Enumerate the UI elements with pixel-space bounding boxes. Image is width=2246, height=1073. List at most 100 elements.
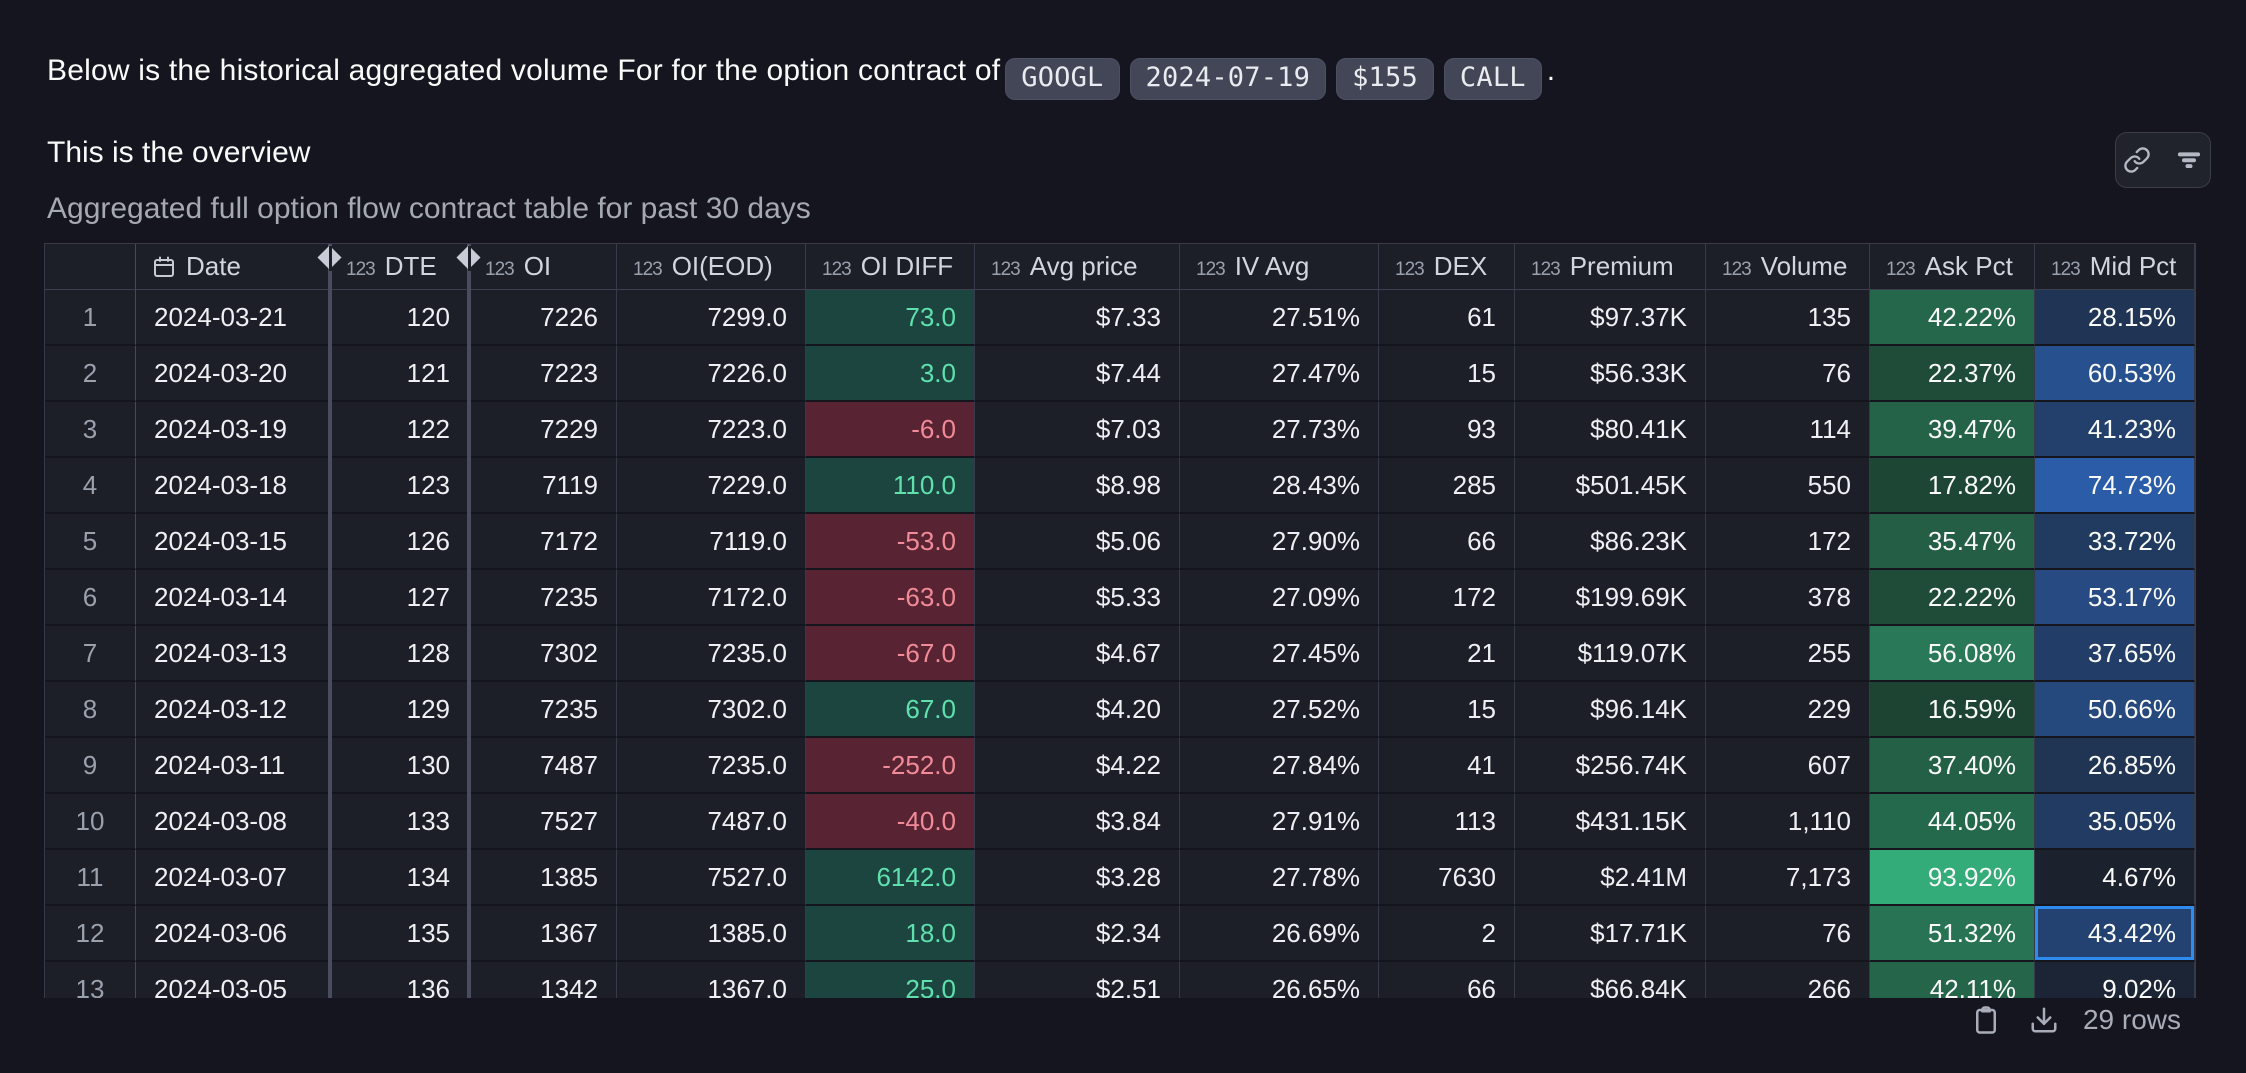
column-header-oi[interactable]: 123 OI bbox=[469, 244, 617, 290]
cell-dex[interactable]: 172 bbox=[1379, 570, 1515, 626]
row-number-cell[interactable]: 1 bbox=[45, 290, 136, 346]
cell-ask_pct[interactable]: 39.47% bbox=[1870, 402, 2035, 458]
cell-date[interactable]: 2024-03-08 bbox=[136, 794, 330, 850]
download-icon[interactable] bbox=[2025, 1000, 2063, 1040]
cell-iv_avg[interactable]: 27.09% bbox=[1180, 570, 1379, 626]
cell-dte[interactable]: 135 bbox=[330, 906, 469, 962]
cell-volume[interactable]: 76 bbox=[1706, 906, 1870, 962]
column-header-iv_avg[interactable]: 123 IV Avg bbox=[1180, 244, 1379, 290]
cell-oi_eod[interactable]: 7229.0 bbox=[617, 458, 806, 514]
cell-iv_avg[interactable]: 27.45% bbox=[1180, 626, 1379, 682]
cell-premium[interactable]: $501.45K bbox=[1515, 458, 1706, 514]
cell-dex[interactable]: 2 bbox=[1379, 906, 1515, 962]
cell-date[interactable]: 2024-03-13 bbox=[136, 626, 330, 682]
cell-premium[interactable]: $17.71K bbox=[1515, 906, 1706, 962]
cell-oi[interactable]: 7527 bbox=[469, 794, 617, 850]
cell-oi_diff[interactable]: -53.0 bbox=[806, 514, 975, 570]
row-number-cell[interactable]: 4 bbox=[45, 458, 136, 514]
filter-icon[interactable] bbox=[2170, 140, 2208, 180]
cell-oi_diff[interactable]: 25.0 bbox=[806, 962, 975, 998]
cell-iv_avg[interactable]: 27.47% bbox=[1180, 346, 1379, 402]
row-number-cell[interactable]: 10 bbox=[45, 794, 136, 850]
cell-avg_price[interactable]: $4.22 bbox=[975, 738, 1180, 794]
cell-volume[interactable]: 114 bbox=[1706, 402, 1870, 458]
cell-iv_avg[interactable]: 27.84% bbox=[1180, 738, 1379, 794]
cell-oi_eod[interactable]: 7302.0 bbox=[617, 682, 806, 738]
row-number-cell[interactable]: 6 bbox=[45, 570, 136, 626]
cell-oi_diff[interactable]: -67.0 bbox=[806, 626, 975, 682]
row-number-cell[interactable]: 13 bbox=[45, 962, 136, 998]
cell-dex[interactable]: 41 bbox=[1379, 738, 1515, 794]
cell-premium[interactable]: $199.69K bbox=[1515, 570, 1706, 626]
cell-date[interactable]: 2024-03-12 bbox=[136, 682, 330, 738]
cell-dex[interactable]: 113 bbox=[1379, 794, 1515, 850]
cell-avg_price[interactable]: $4.67 bbox=[975, 626, 1180, 682]
cell-avg_price[interactable]: $2.51 bbox=[975, 962, 1180, 998]
cell-ask_pct[interactable]: 42.22% bbox=[1870, 290, 2035, 346]
column-resize-line[interactable] bbox=[467, 244, 471, 998]
cell-mid_pct[interactable]: 9.02% bbox=[2035, 962, 2195, 998]
cell-oi_eod[interactable]: 7487.0 bbox=[617, 794, 806, 850]
cell-avg_price[interactable]: $4.20 bbox=[975, 682, 1180, 738]
cell-volume[interactable]: 229 bbox=[1706, 682, 1870, 738]
cell-oi_eod[interactable]: 7119.0 bbox=[617, 514, 806, 570]
cell-premium[interactable]: $119.07K bbox=[1515, 626, 1706, 682]
cell-ask_pct[interactable]: 35.47% bbox=[1870, 514, 2035, 570]
cell-oi_diff[interactable]: -252.0 bbox=[806, 738, 975, 794]
cell-premium[interactable]: $80.41K bbox=[1515, 402, 1706, 458]
cell-ask_pct[interactable]: 51.32% bbox=[1870, 906, 2035, 962]
cell-iv_avg[interactable]: 27.91% bbox=[1180, 794, 1379, 850]
cell-date[interactable]: 2024-03-11 bbox=[136, 738, 330, 794]
cell-ask_pct[interactable]: 42.11% bbox=[1870, 962, 2035, 998]
cell-oi[interactable]: 1342 bbox=[469, 962, 617, 998]
column-header-dex[interactable]: 123 DEX bbox=[1379, 244, 1515, 290]
cell-premium[interactable]: $431.15K bbox=[1515, 794, 1706, 850]
cell-dte[interactable]: 134 bbox=[330, 850, 469, 906]
cell-dte[interactable]: 129 bbox=[330, 682, 469, 738]
cell-volume[interactable]: 172 bbox=[1706, 514, 1870, 570]
cell-dex[interactable]: 61 bbox=[1379, 290, 1515, 346]
cell-oi_diff[interactable]: -63.0 bbox=[806, 570, 975, 626]
cell-oi[interactable]: 1367 bbox=[469, 906, 617, 962]
column-header-date[interactable]: Date bbox=[136, 244, 330, 290]
cell-date[interactable]: 2024-03-20 bbox=[136, 346, 330, 402]
cell-dte[interactable]: 120 bbox=[330, 290, 469, 346]
cell-premium[interactable]: $56.33K bbox=[1515, 346, 1706, 402]
cell-premium[interactable]: $256.74K bbox=[1515, 738, 1706, 794]
cell-dex[interactable]: 15 bbox=[1379, 346, 1515, 402]
cell-iv_avg[interactable]: 27.90% bbox=[1180, 514, 1379, 570]
cell-mid_pct[interactable]: 37.65% bbox=[2035, 626, 2195, 682]
selected-cell[interactable]: 43.42% bbox=[2035, 906, 2195, 962]
cell-ask_pct[interactable]: 17.82% bbox=[1870, 458, 2035, 514]
cell-avg_price[interactable]: $7.44 bbox=[975, 346, 1180, 402]
cell-oi_diff[interactable]: -6.0 bbox=[806, 402, 975, 458]
cell-dte[interactable]: 130 bbox=[330, 738, 469, 794]
column-header-premium[interactable]: 123 Premium bbox=[1515, 244, 1706, 290]
cell-oi_diff[interactable]: 73.0 bbox=[806, 290, 975, 346]
cell-date[interactable]: 2024-03-14 bbox=[136, 570, 330, 626]
cell-ask_pct[interactable]: 93.92% bbox=[1870, 850, 2035, 906]
cell-dex[interactable]: 285 bbox=[1379, 458, 1515, 514]
cell-oi[interactable]: 7487 bbox=[469, 738, 617, 794]
cell-dte[interactable]: 122 bbox=[330, 402, 469, 458]
cell-avg_price[interactable]: $7.03 bbox=[975, 402, 1180, 458]
cell-oi_eod[interactable]: 7527.0 bbox=[617, 850, 806, 906]
cell-date[interactable]: 2024-03-07 bbox=[136, 850, 330, 906]
cell-avg_price[interactable]: $5.06 bbox=[975, 514, 1180, 570]
cell-iv_avg[interactable]: 26.65% bbox=[1180, 962, 1379, 998]
row-number-cell[interactable]: 9 bbox=[45, 738, 136, 794]
cell-mid_pct[interactable]: 74.73% bbox=[2035, 458, 2195, 514]
cell-oi[interactable]: 7302 bbox=[469, 626, 617, 682]
cell-avg_price[interactable]: $3.84 bbox=[975, 794, 1180, 850]
cell-date[interactable]: 2024-03-06 bbox=[136, 906, 330, 962]
cell-mid_pct[interactable]: 50.66% bbox=[2035, 682, 2195, 738]
cell-iv_avg[interactable]: 27.52% bbox=[1180, 682, 1379, 738]
cell-date[interactable]: 2024-03-21 bbox=[136, 290, 330, 346]
cell-avg_price[interactable]: $5.33 bbox=[975, 570, 1180, 626]
cell-mid_pct[interactable]: 4.67% bbox=[2035, 850, 2195, 906]
cell-dex[interactable]: 93 bbox=[1379, 402, 1515, 458]
column-header-volume[interactable]: 123 Volume bbox=[1706, 244, 1870, 290]
cell-dte[interactable]: 121 bbox=[330, 346, 469, 402]
cell-mid_pct[interactable]: 28.15% bbox=[2035, 290, 2195, 346]
cell-ask_pct[interactable]: 44.05% bbox=[1870, 794, 2035, 850]
